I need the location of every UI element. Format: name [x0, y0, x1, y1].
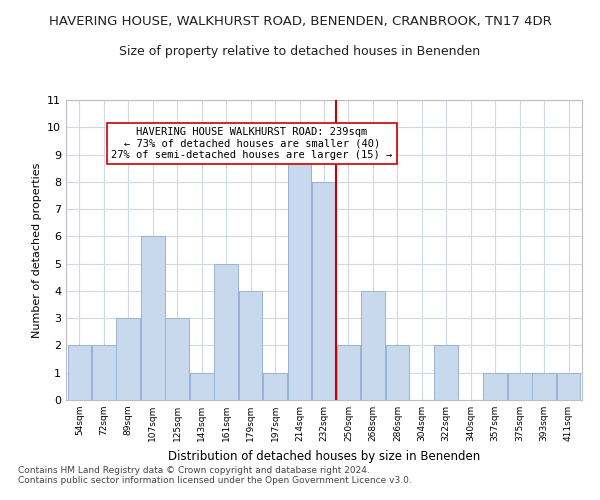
Bar — [190, 372, 214, 400]
Bar — [532, 372, 556, 400]
X-axis label: Distribution of detached houses by size in Benenden: Distribution of detached houses by size … — [168, 450, 480, 462]
Bar — [557, 372, 580, 400]
Bar — [214, 264, 238, 400]
Y-axis label: Number of detached properties: Number of detached properties — [32, 162, 41, 338]
Bar — [166, 318, 189, 400]
Bar — [312, 182, 336, 400]
Text: HAVERING HOUSE, WALKHURST ROAD, BENENDEN, CRANBROOK, TN17 4DR: HAVERING HOUSE, WALKHURST ROAD, BENENDEN… — [49, 15, 551, 28]
Bar — [141, 236, 164, 400]
Text: Size of property relative to detached houses in Benenden: Size of property relative to detached ho… — [119, 45, 481, 58]
Bar — [92, 346, 116, 400]
Bar — [263, 372, 287, 400]
Text: HAVERING HOUSE WALKHURST ROAD: 239sqm
← 73% of detached houses are smaller (40)
: HAVERING HOUSE WALKHURST ROAD: 239sqm ← … — [111, 127, 392, 160]
Bar — [337, 346, 361, 400]
Bar — [116, 318, 140, 400]
Bar — [434, 346, 458, 400]
Bar — [484, 372, 507, 400]
Bar — [508, 372, 532, 400]
Bar — [287, 154, 311, 400]
Bar — [239, 291, 262, 400]
Bar — [361, 291, 385, 400]
Bar — [68, 346, 91, 400]
Text: Contains HM Land Registry data © Crown copyright and database right 2024.
Contai: Contains HM Land Registry data © Crown c… — [18, 466, 412, 485]
Bar — [386, 346, 409, 400]
